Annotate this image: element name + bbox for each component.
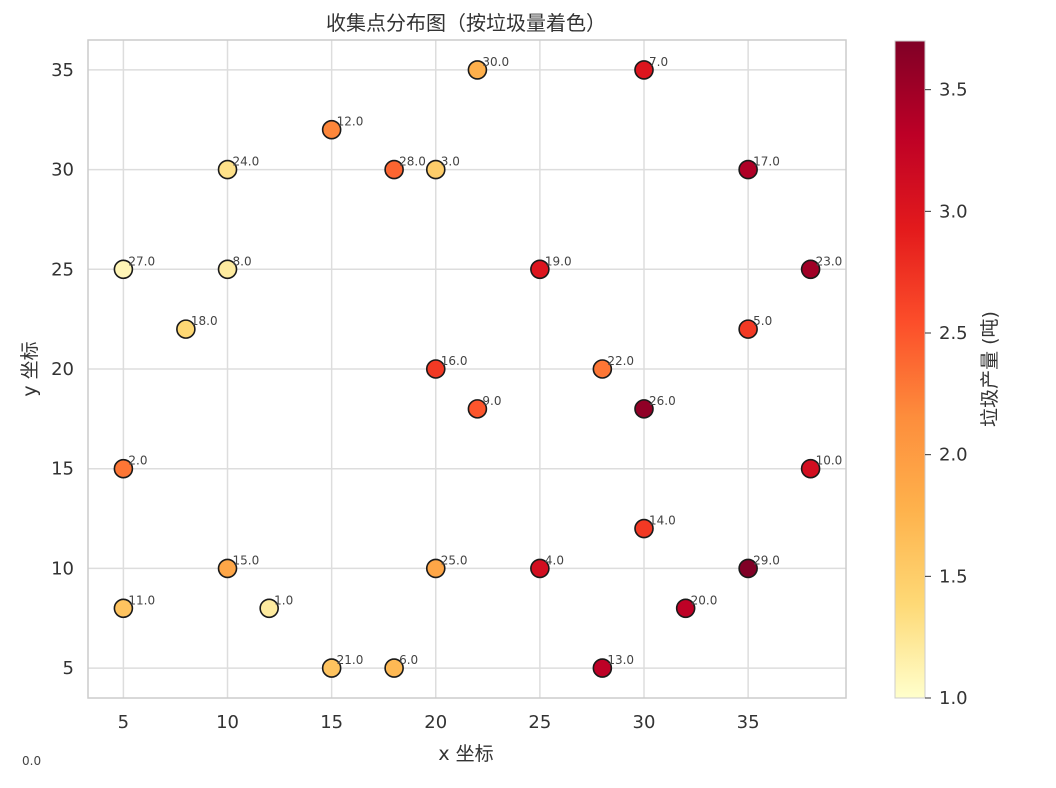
y-tick-label: 30: [51, 160, 74, 181]
point-label: 1.0: [274, 593, 293, 607]
y-tick-label: 10: [51, 558, 74, 579]
point-label: 4.0: [545, 553, 564, 567]
point-label: 20.0: [691, 593, 718, 607]
point-label: 30.0: [482, 55, 509, 69]
data-point: [384, 159, 404, 180]
point-label: 21.0: [337, 653, 364, 667]
data-point: [530, 259, 550, 280]
x-tick-label: 15: [320, 712, 343, 733]
y-tick-label: 15: [51, 459, 74, 480]
data-point: [738, 159, 758, 180]
x-axis-label: x 坐标: [438, 743, 493, 765]
colorbar-label: 垃圾产量 (吨): [979, 311, 1001, 427]
point-label: 19.0: [545, 254, 572, 268]
data-points: [113, 60, 821, 678]
data-point: [259, 598, 279, 619]
point-label: 25.0: [441, 553, 468, 567]
colorbar-tick-label: 2.0: [939, 445, 968, 466]
point-label: 9.0: [482, 394, 501, 408]
point-label: 13.0: [607, 653, 634, 667]
data-point: [592, 359, 613, 379]
x-tick-label: 25: [528, 712, 551, 733]
chart-title: 收集点分布图（按垃圾量着色）: [326, 11, 606, 35]
data-point: [384, 658, 404, 678]
data-point: [425, 359, 446, 379]
x-tick-label: 30: [633, 712, 656, 733]
point-label: 22.0: [607, 354, 634, 368]
x-tick-label: 10: [216, 712, 239, 733]
point-label: 29.0: [753, 553, 780, 567]
point-label: 26.0: [649, 394, 676, 408]
x-tick-labels: 5 10 15 20 25 30 35: [118, 712, 760, 733]
point-label: 8.0: [233, 254, 252, 268]
point-label: 5.0: [753, 314, 772, 328]
y-tick-labels: 5 10 15 20 25 30 35: [51, 60, 74, 679]
data-point: [467, 60, 488, 80]
data-point: [530, 558, 550, 579]
data-point: [113, 598, 134, 619]
data-point: [113, 458, 134, 479]
point-label: 24.0: [233, 155, 260, 169]
colorbar-tick-label: 3.0: [939, 201, 968, 222]
data-point: [321, 658, 342, 678]
y-axis-label: y 坐标: [19, 341, 41, 396]
y-tick-label: 35: [51, 60, 74, 81]
corner-label: 0.0: [22, 754, 41, 768]
grid: [88, 40, 846, 698]
point-label: 10.0: [816, 454, 843, 468]
colorbar-gradient: [894, 40, 926, 699]
data-point: [113, 259, 134, 280]
colorbar-ticks: 1.0 1.5 2.0 2.5 3.0 3.5: [925, 80, 968, 709]
point-label: 14.0: [649, 514, 676, 528]
plot-frame: [87, 39, 847, 699]
colorbar-tick-label: 3.5: [939, 80, 968, 101]
data-point: [217, 159, 238, 180]
point-label: 11.0: [128, 593, 155, 607]
point-label: 27.0: [128, 254, 155, 268]
colorbar: 1.0 1.5 2.0 2.5 3.0 3.5 垃圾产量 (吨): [894, 40, 1001, 709]
point-label: 23.0: [816, 254, 843, 268]
data-point: [176, 319, 196, 339]
x-tick-label: 35: [737, 712, 760, 733]
colorbar-tick-label: 1.5: [939, 566, 968, 587]
data-point: [634, 518, 654, 539]
point-label: 17.0: [753, 155, 780, 169]
data-point: [217, 558, 238, 579]
y-tick-label: 5: [63, 658, 74, 679]
point-label: 7.0: [649, 55, 668, 69]
data-point: [675, 598, 696, 619]
data-point: [634, 399, 654, 419]
y-tick-label: 20: [51, 359, 74, 380]
point-label: 18.0: [191, 314, 218, 328]
point-label: 3.0: [441, 155, 460, 169]
data-point: [592, 658, 613, 678]
x-tick-label: 20: [424, 712, 447, 733]
data-point: [800, 458, 821, 479]
data-point: [634, 60, 654, 80]
x-tick-label: 5: [118, 712, 129, 733]
data-point: [738, 558, 758, 579]
y-tick-label: 25: [51, 259, 74, 280]
data-point: [425, 159, 446, 180]
point-label: 6.0: [399, 653, 418, 667]
data-point: [738, 319, 758, 339]
point-label: 2.0: [128, 454, 147, 468]
point-label: 28.0: [399, 155, 426, 169]
data-point: [800, 259, 821, 280]
data-point: [217, 259, 238, 280]
colorbar-tick-label: 1.0: [939, 688, 968, 709]
data-point: [467, 399, 488, 419]
colorbar-tick-label: 2.5: [939, 323, 968, 344]
data-point: [321, 119, 342, 140]
point-label: 16.0: [441, 354, 468, 368]
point-label: 15.0: [233, 553, 260, 567]
data-point: [425, 558, 446, 579]
point-labels: 1.0 2.0 3.0 4.0 5.0 6.0 7.0 8.0 9.0 10.0 11.0 12.0 1…: [128, 55, 842, 667]
point-label: 12.0: [337, 115, 364, 129]
